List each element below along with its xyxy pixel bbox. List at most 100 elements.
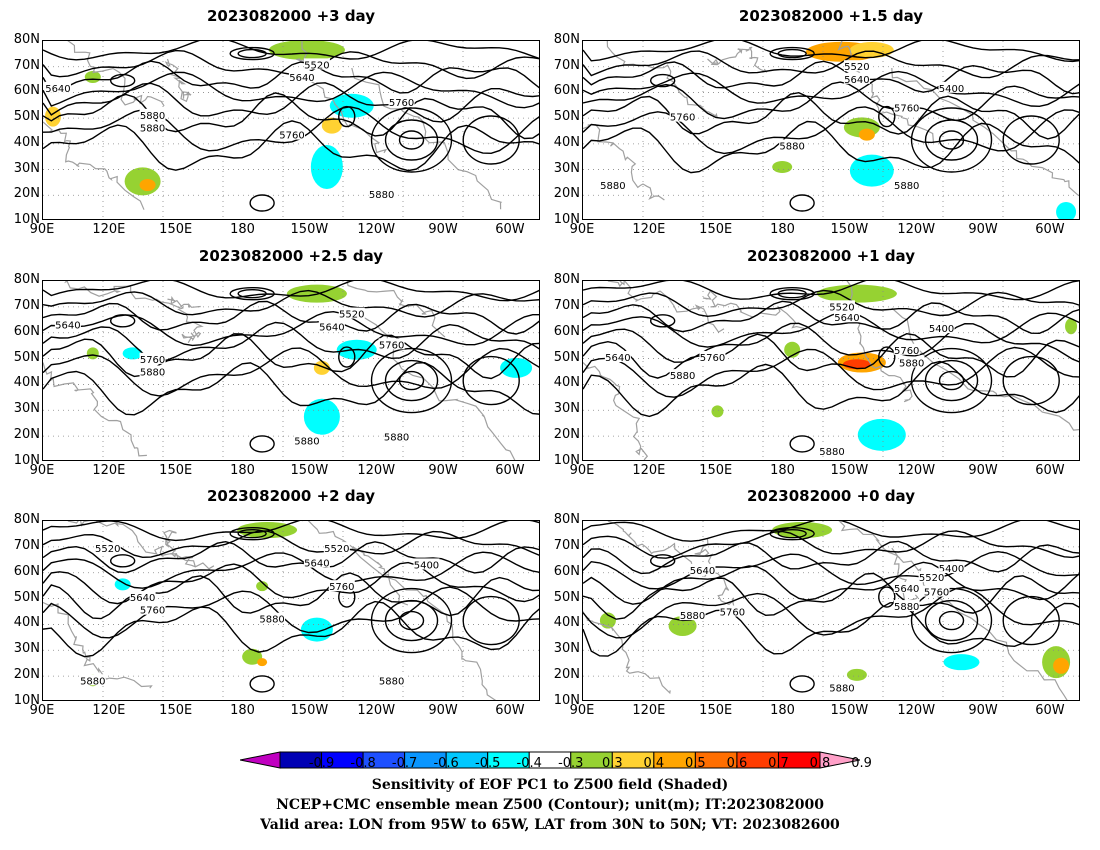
contour-label: 5400	[939, 84, 964, 95]
lat-tick-label: 40N	[13, 615, 40, 631]
map-frame: 5640 5520 5640 5760 5760 5880 5880 5880	[42, 280, 540, 461]
contour-ring	[938, 610, 965, 631]
contour-ring	[237, 528, 267, 539]
lon-tick-label: 120W	[897, 703, 936, 718]
contour-label: 5520	[304, 60, 329, 71]
contour-ring	[924, 599, 979, 642]
contour-label-bg	[689, 563, 716, 575]
shaded-region	[242, 648, 263, 665]
contour-label-bg	[378, 338, 405, 350]
shaded-region	[86, 347, 99, 360]
contour-ring	[398, 370, 425, 391]
lat-tick-label: 20N	[553, 667, 580, 683]
contour-label-bg	[94, 542, 121, 554]
lon-tick-label: 120W	[897, 222, 936, 237]
contour-ring	[789, 194, 815, 212]
contour-label: 5880	[379, 676, 404, 687]
contour-ring	[789, 675, 815, 693]
contour-line	[43, 540, 539, 574]
contour-label-bg	[669, 369, 696, 381]
lat-tick-label: 50N	[553, 109, 580, 125]
colorbar	[240, 751, 860, 769]
contour-ring	[649, 314, 676, 328]
lat-tick-label: 30N	[553, 160, 580, 176]
contour-label-bg	[938, 81, 965, 93]
colorbar-tick: 0.6	[726, 756, 748, 771]
contour-line	[43, 92, 539, 140]
contour-ring	[398, 610, 425, 631]
shaded-region	[849, 154, 894, 187]
contour-label: 5640	[605, 353, 630, 364]
lon-tick-label: 150W	[830, 222, 869, 237]
contour-ring	[462, 595, 520, 646]
contour-label-bg	[679, 609, 706, 621]
contour-label: 5760	[279, 131, 304, 142]
lon-tick-label: 150W	[830, 463, 869, 478]
contour-ring	[237, 288, 267, 299]
lon-tick-label: 180	[770, 222, 795, 237]
lon-tick-label: 150E	[699, 703, 733, 718]
shaded-region	[772, 522, 833, 539]
lon-tick-label: 90E	[29, 703, 55, 718]
lat-tick-label: 40N	[553, 375, 580, 391]
contour-label: 5520	[919, 573, 944, 584]
contour-ring	[249, 675, 275, 693]
contour-label-bg	[79, 674, 106, 686]
contour-ring	[769, 526, 815, 541]
contour-ring	[878, 105, 896, 128]
contour-label: 5400	[929, 324, 954, 335]
contour-ring	[384, 119, 439, 161]
colorbar-tick: 0.3	[601, 756, 623, 771]
contour-ring	[109, 73, 136, 88]
contour-label: 5760	[894, 104, 919, 115]
contour-label-bg	[779, 139, 806, 151]
contour-label: 5520	[95, 544, 120, 555]
shaded-region	[858, 128, 875, 141]
contour-label: 5880	[140, 123, 165, 134]
contour-label: 5880	[384, 433, 409, 444]
contour-label: 5520	[339, 310, 364, 321]
contour-ring	[229, 526, 275, 541]
contour-line	[583, 586, 1079, 639]
colorbar-tick: 0.7	[768, 756, 789, 771]
contour-label: 5880	[140, 111, 165, 122]
lon-tick-label: 90E	[569, 703, 595, 718]
lat-tick-label: 50N	[13, 589, 40, 605]
colorbar-tick: -0.3	[558, 756, 584, 771]
lon-tick-label: 60W	[495, 463, 525, 478]
contour-ring	[398, 130, 425, 150]
contour-ring	[910, 587, 993, 654]
contour-line	[583, 106, 1079, 155]
contour-ring	[370, 587, 453, 654]
lon-tick-label: 150W	[290, 222, 329, 237]
coastline	[583, 521, 1068, 700]
caption-line-1: Sensitivity of EOF PC1 to Z500 field (Sh…	[371, 777, 729, 793]
contour-label-bg	[843, 72, 870, 84]
contour-line	[43, 289, 539, 318]
lon-tick-label: 60W	[495, 703, 525, 718]
caption-line-2: NCEP+CMC ensemble mean Z500 (Contour); u…	[276, 797, 824, 813]
shaded-region	[256, 581, 269, 592]
lat-tick-label: 80N	[13, 272, 40, 287]
map-frame: 5640 5400 5520 5640 5760 5760 5880 5880 5880	[582, 520, 1080, 701]
lat-tick-label: 70N	[553, 297, 580, 313]
contour-line	[43, 561, 539, 605]
contour-label: 5520	[829, 302, 854, 313]
lat-tick-label: 40N	[13, 375, 40, 391]
shaded-region	[846, 668, 867, 681]
lat-tick-label: 30N	[13, 401, 40, 417]
colorbar-tick: 0.9	[851, 756, 872, 771]
contour-line	[43, 572, 539, 620]
contour-ring	[462, 115, 520, 165]
lon-tick-label: 90W	[428, 463, 458, 478]
contour-label-bg	[918, 571, 945, 583]
contour-line	[583, 561, 1079, 605]
contour-line	[43, 71, 539, 109]
panel-title: 2023082000 +1 day	[747, 247, 915, 265]
contour-line	[43, 281, 539, 302]
contour-label-bg	[938, 562, 965, 574]
contour-line	[583, 81, 1079, 122]
shaded-region	[122, 347, 143, 360]
